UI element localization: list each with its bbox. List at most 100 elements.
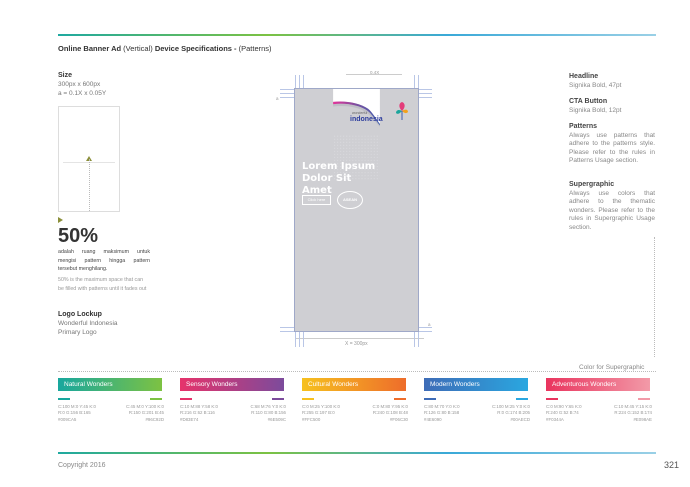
color-value: C:80 M:70 Y:0 K:0 bbox=[424, 404, 460, 409]
color-value: C:0 M:25 Y:100 K:0 bbox=[302, 404, 340, 409]
color-values-left: C:100 M:0 Y:45 K:0 R:0 G:156 B:165 #009CA5 bbox=[58, 404, 96, 423]
color-value: R:224 G:152 B:174 bbox=[614, 410, 652, 416]
color-value: #E098AE bbox=[633, 416, 652, 422]
color-chip bbox=[150, 398, 162, 400]
title-part-2: (Vertical) bbox=[121, 44, 155, 53]
color-chip bbox=[180, 398, 192, 400]
percent-description: adalah ruang maksimum untuk mengisi patt… bbox=[58, 249, 150, 272]
dotted-divider bbox=[654, 237, 655, 357]
color-value: #6E509C bbox=[267, 416, 286, 422]
color-value: #D83E74 bbox=[180, 416, 199, 422]
color-chip bbox=[302, 398, 314, 400]
page-number: 321 bbox=[664, 460, 680, 470]
color-value: C:10 M:45 Y:15 K:0 bbox=[614, 404, 652, 409]
color-value: C:45 M:0 Y:100 K:0 bbox=[126, 404, 164, 409]
color-value: R:255 G:197 B:0 bbox=[302, 410, 335, 416]
left-margin-label: a bbox=[276, 96, 279, 101]
color-value: #009CA5 bbox=[58, 416, 77, 422]
banner-artwork bbox=[333, 89, 380, 181]
color-value: R:150 G:201 B:45 bbox=[128, 410, 164, 416]
arrow-up-icon bbox=[86, 156, 92, 161]
swatch-0: Natural Wonders bbox=[58, 378, 162, 391]
dotted-guide bbox=[89, 159, 90, 211]
color-value: C:0 M:80 Y:95 K:0 bbox=[372, 404, 408, 409]
color-value: R:110 G:80 B:156 bbox=[251, 410, 286, 416]
color-values-right: C:45 M:0 Y:100 K:0 R:150 G:201 B:45 #96C92… bbox=[118, 404, 164, 423]
asean-badge: ASEAN bbox=[337, 191, 363, 209]
patterns-spec-label: Patterns bbox=[569, 123, 598, 130]
supergraphic-caption: Color for Supergraphic bbox=[579, 364, 645, 371]
patterns-spec-value: Always use patterns that adhere to the p… bbox=[569, 131, 655, 165]
color-value: #FFC500 bbox=[302, 416, 321, 422]
color-values-left: C:80 M:70 Y:0 K:0 R:126 G:80 B:158 #4E6090 bbox=[424, 404, 460, 423]
color-values-right: C:10 M:45 Y:15 K:0 R:224 G:152 B:174 #E098… bbox=[606, 404, 652, 423]
supergraphic-spec: Supergraphic Always use colors that adhe… bbox=[569, 181, 655, 232]
swatch-4: Adventurous Wonders bbox=[546, 378, 650, 391]
color-values-right: C:100 M:25 Y:0 K:0 R:0 G:174 B:205 #00AECD bbox=[484, 404, 530, 423]
color-value: R:216 G:62 B:116 bbox=[180, 410, 215, 416]
size-formula: a = 0.1X x 0.05Y bbox=[58, 90, 107, 97]
color-value: C:0 M:90 Y:65 K:0 bbox=[546, 404, 582, 409]
color-values-left: C:0 M:25 Y:100 K:0 R:255 G:197 B:0 #FFC500 bbox=[302, 404, 340, 423]
color-value: #F06C30 bbox=[389, 416, 408, 422]
title-part-4: (Patterns) bbox=[238, 44, 272, 53]
grid-line bbox=[280, 331, 432, 332]
headline-spec-label: Headline bbox=[569, 73, 599, 80]
cta-spec-label: CTA Button bbox=[569, 98, 608, 105]
color-value: R:240 G:52 B:74 bbox=[546, 410, 579, 416]
banner-headline: Lorem Ipsum Dolor Sit Amet bbox=[302, 161, 376, 196]
color-value: #00AECD bbox=[510, 416, 530, 422]
color-chip bbox=[394, 398, 406, 400]
color-value: C:100 M:0 Y:45 K:0 bbox=[58, 404, 96, 409]
color-value: R:240 G:108 B:48 bbox=[372, 410, 408, 416]
color-values-left: C:0 M:90 Y:65 K:0 R:240 G:52 B:74 #F0344A bbox=[546, 404, 582, 423]
cta-spec: CTA Button Signika Bold, 12pt bbox=[569, 98, 655, 115]
grid-line bbox=[418, 75, 419, 347]
bottom-dimension-line bbox=[296, 338, 424, 339]
color-chip bbox=[424, 398, 436, 400]
logo-lockup-name: Wonderful Indonesia bbox=[58, 320, 118, 327]
triangle-marker-icon bbox=[58, 217, 63, 223]
wonderful-indonesia-logo-icon bbox=[396, 102, 408, 120]
bottom-gradient-rule bbox=[58, 452, 656, 454]
percent-value: 50% bbox=[58, 225, 99, 247]
logo-lockup-type: Primary Logo bbox=[58, 329, 97, 336]
logo-wordmark-main: indonesia bbox=[350, 116, 383, 123]
headline-spec-value: Signika Bold, 47pt bbox=[569, 81, 622, 89]
cta-button[interactable]: Click here bbox=[302, 195, 331, 205]
headline-spec: Headline Signika Bold, 47pt bbox=[569, 73, 655, 90]
color-value: C:68 M:76 Y:0 K:0 bbox=[250, 404, 286, 409]
banner-preview: wonderful indonesia Lorem Ipsum Dolor Si… bbox=[295, 89, 418, 331]
color-value: #F0344A bbox=[546, 416, 564, 422]
copyright: Copyright 2016 bbox=[58, 462, 106, 469]
color-value: R:0 G:174 B:205 bbox=[497, 410, 530, 416]
logo-wordmark-small: wonderful bbox=[352, 111, 368, 115]
size-dimensions: 300px x 600px bbox=[58, 81, 101, 88]
color-chip bbox=[58, 398, 70, 400]
size-label: Size bbox=[58, 72, 73, 79]
swatch-1: Sensory Wonders bbox=[180, 378, 284, 391]
pattern-space-diagram bbox=[58, 106, 120, 212]
color-value: #96C92D bbox=[145, 416, 164, 422]
color-value: R:0 G:156 B:165 bbox=[58, 410, 91, 416]
color-value: C:10 M:88 Y:58 K:0 bbox=[180, 404, 218, 409]
swatch-3: Modern Wonders bbox=[424, 378, 528, 391]
page-title: Online Banner Ad (Vertical) Device Speci… bbox=[58, 44, 272, 53]
color-values-left: C:10 M:88 Y:58 K:0 R:216 G:62 B:116 #D83E7… bbox=[180, 404, 218, 423]
patterns-spec: Patterns Always use patterns that adhere… bbox=[569, 123, 655, 166]
supergraphic-spec-value: Always use colors that adhere to the the… bbox=[569, 189, 655, 231]
top-dimension-line bbox=[346, 74, 402, 75]
logo-lockup-label: Logo Lockup bbox=[58, 311, 102, 318]
cta-spec-value: Signika Bold, 12pt bbox=[569, 106, 622, 114]
title-part-1: Online Banner Ad bbox=[58, 44, 122, 53]
color-chip bbox=[546, 398, 558, 400]
color-chip bbox=[272, 398, 284, 400]
color-chip bbox=[638, 398, 650, 400]
color-value: R:126 G:80 B:158 bbox=[424, 410, 460, 416]
color-chip bbox=[516, 398, 528, 400]
title-part-3: Device Specifications - bbox=[154, 44, 239, 53]
swatch-2: Cultural Wonders bbox=[302, 378, 406, 391]
color-values-right: C:0 M:80 Y:95 K:0 R:240 G:108 B:48 #F06C30 bbox=[362, 404, 408, 423]
supergraphic-spec-label: Supergraphic bbox=[569, 181, 615, 188]
color-values-right: C:68 M:76 Y:0 K:0 R:110 G:80 B:156 #6E509C bbox=[240, 404, 286, 423]
